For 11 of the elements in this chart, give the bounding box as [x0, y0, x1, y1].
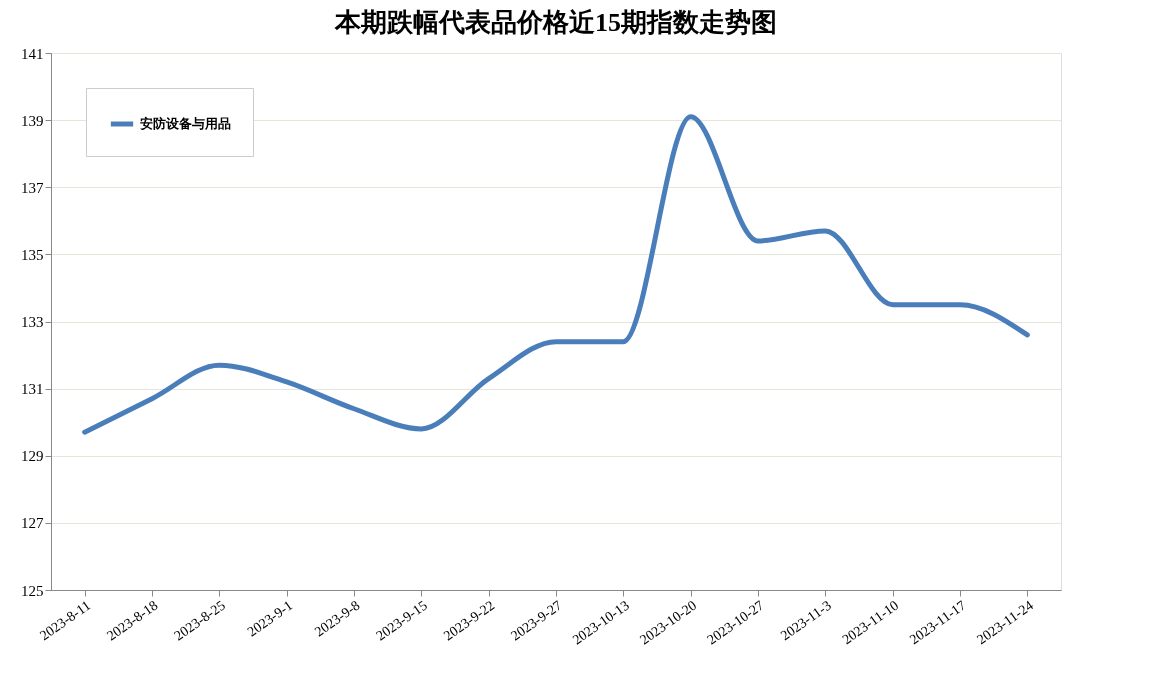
y-tick-label: 135: [21, 246, 44, 263]
y-tick-label: 139: [21, 112, 44, 129]
y-tick-label: 141: [21, 45, 44, 62]
y-tick-label: 125: [21, 582, 44, 599]
chart-title: 本期跌幅代表品价格近15期指数走势图: [334, 8, 777, 37]
y-tick-label: 133: [21, 314, 44, 330]
y-tick-label: 137: [21, 179, 44, 196]
legend-label: 安防设备与用品: [140, 116, 231, 131]
y-tick-label: 131: [21, 381, 44, 398]
y-tick-label: 129: [21, 448, 44, 465]
y-tick-label: 127: [21, 515, 44, 532]
